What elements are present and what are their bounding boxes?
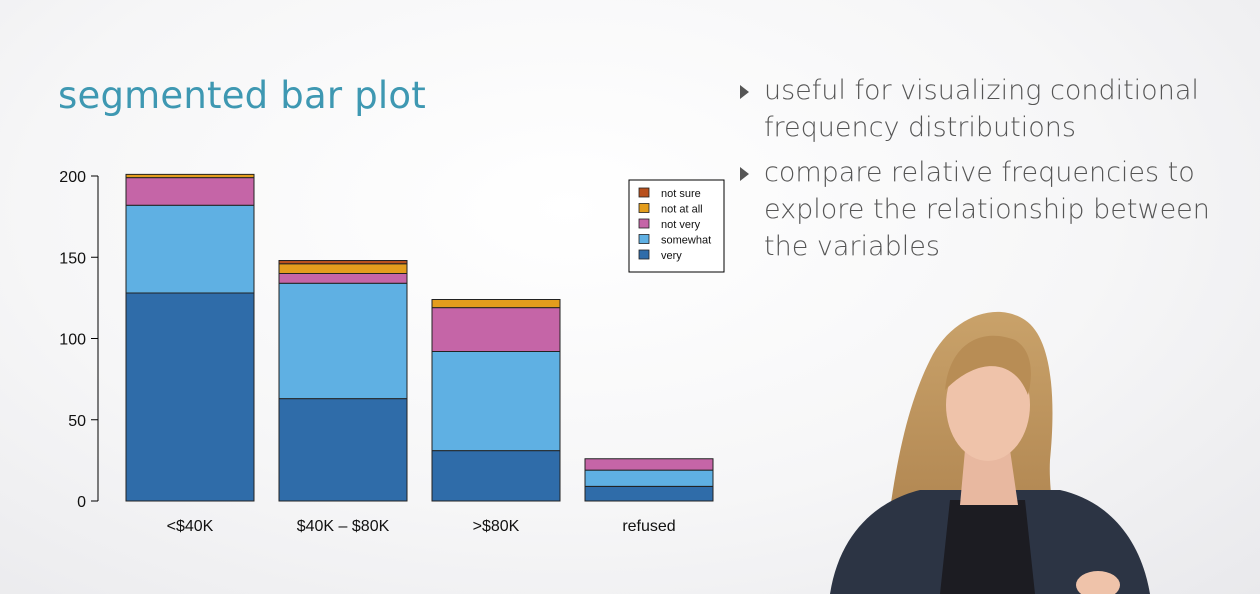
- bullet-text: compare relative frequencies to explore …: [764, 157, 1210, 262]
- slide-title: segmented bar plot: [58, 74, 426, 117]
- bullet-list: useful for visualizing conditional frequ…: [738, 72, 1248, 273]
- legend-swatch: [638, 218, 650, 229]
- y-tick-label: 200: [59, 169, 86, 186]
- bar-segment: [584, 469, 714, 487]
- triangle-bullet-icon: [740, 85, 749, 99]
- presenter-video: [830, 311, 1150, 594]
- presenter-fringe: [945, 335, 1031, 395]
- legend-label: not very: [661, 219, 701, 231]
- bar-segment: [278, 282, 408, 400]
- y-axis: 0 50 100 150 200: [59, 169, 99, 511]
- legend-swatch: [638, 203, 650, 213]
- y-tick-label: 50: [68, 413, 86, 430]
- presenter-neck: [960, 450, 1018, 505]
- y-tick-label: 150: [59, 250, 86, 267]
- legend-swatch: [638, 249, 650, 260]
- bar-segment: [125, 173, 255, 179]
- x-axis-labels: <$40K $40K – $80K >$80K refused: [167, 518, 676, 535]
- bar-segment: [278, 273, 408, 284]
- x-tick-label: >$80K: [473, 518, 520, 535]
- presenter-face: [946, 349, 1030, 461]
- bar-segment: [584, 458, 714, 471]
- x-tick-label: $40K – $80K: [297, 518, 390, 535]
- legend-label: very: [661, 250, 682, 262]
- legend-label: not at all: [661, 204, 703, 216]
- bar-segment: [125, 204, 255, 294]
- bar-segment: [278, 263, 408, 274]
- bar-segment: [125, 292, 255, 502]
- bar-segment: [278, 398, 408, 502]
- triangle-bullet-icon: [740, 167, 749, 181]
- bullet-text: useful for visualizing conditional frequ…: [764, 75, 1199, 143]
- bar-segment: [431, 351, 561, 452]
- segmented-bar-chart: 0 50 100 150 200 <$40K $40K – $80K >$80K refuse…: [59, 169, 725, 535]
- legend-swatch: [638, 234, 650, 244]
- bar-segment: [431, 450, 561, 502]
- y-tick-label: 100: [59, 332, 86, 349]
- presenter-top: [940, 500, 1035, 594]
- x-tick-label: refused: [622, 518, 675, 535]
- legend-label: not sure: [661, 188, 701, 200]
- bar-segment: [584, 485, 714, 502]
- legend: not sure not at all not very somewhat very: [628, 179, 725, 273]
- bullet-item: compare relative frequencies to explore …: [738, 154, 1248, 265]
- bars: [125, 173, 714, 502]
- presenter-hand: [1076, 571, 1120, 594]
- legend-label: somewhat: [661, 235, 711, 247]
- y-tick-label: 0: [77, 494, 86, 511]
- bullet-item: useful for visualizing conditional frequ…: [738, 72, 1248, 146]
- x-tick-label: <$40K: [167, 518, 214, 535]
- bar-segment: [278, 260, 408, 265]
- bar-segment: [431, 299, 561, 309]
- bar-segment: [431, 307, 561, 352]
- legend-swatch: [638, 187, 650, 198]
- bar-segment: [125, 177, 255, 206]
